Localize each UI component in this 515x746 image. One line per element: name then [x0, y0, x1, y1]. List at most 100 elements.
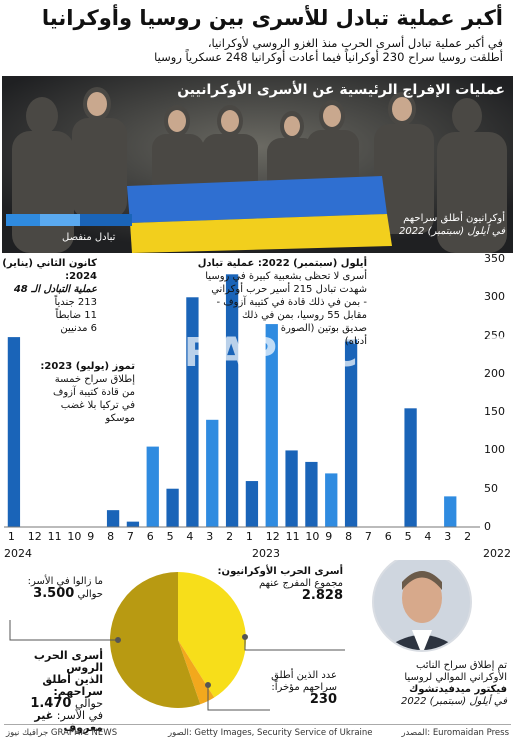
x-tick-label: 1 — [245, 530, 253, 543]
bar — [225, 274, 239, 527]
x-tick-label: 2 — [464, 530, 472, 543]
photo-caption-line-2: في أيلول (سبتمبر) 2022 — [399, 226, 505, 237]
x-tick-label: 6 — [384, 530, 392, 543]
x-tick-label: 11 — [285, 530, 300, 543]
bar — [344, 339, 358, 527]
x-tick-label: 5 — [166, 530, 174, 543]
x-tick-label: 4 — [424, 530, 432, 543]
portrait-line3: فيكتور ميدفيدتشوك — [409, 684, 507, 695]
bar — [444, 496, 457, 527]
footer-source: المصدر: Euromaidan Press — [401, 728, 509, 738]
ukr-title: أسرى الحرب الأوكرانيون: — [217, 566, 343, 577]
leader-dot-ukrainian — [242, 634, 248, 640]
captive-value: 3.500 — [33, 586, 75, 601]
subtitle-line-2: أطلقت روسيا سراح 230 أوكرانياً فيما أعاد… — [154, 50, 503, 64]
x-tick-label: 3 — [206, 530, 214, 543]
annotation-sep-2022: أيلول (سبتمبر) 2022: عملية تبادل أسرى لا… — [177, 257, 367, 348]
bar — [126, 521, 140, 527]
portrait-line1: تم إطلاق سراح النائب — [415, 660, 507, 671]
x-tick-label: 9 — [87, 530, 95, 543]
ann-jan-line4: 11 ضابطاً — [55, 310, 97, 321]
x-tick-label: 8 — [345, 530, 353, 543]
year-label: 2024 — [4, 547, 32, 560]
label-still-captive: ما زالوا في الأسر: حوالي 3.500 — [28, 576, 103, 601]
x-tick-label: 8 — [107, 530, 115, 543]
year-label: 2023 — [252, 547, 280, 560]
bar — [325, 473, 338, 527]
recent-line1: عدد الذين أطلق — [271, 670, 337, 681]
bar — [7, 337, 21, 527]
x-tick-label: 11 — [47, 530, 62, 543]
portrait-line4: في أيلول (سبتمبر) 2022 — [401, 696, 507, 707]
ann-jul-title: تموز (يوليو) 2023: — [40, 361, 135, 372]
label-recently-released: عدد الذين أطلق سراحهم مؤخراً: 230 — [271, 670, 337, 706]
leader-dot-recent — [205, 682, 211, 688]
footer-photos: الصور: Getty Images, Security Service of… — [168, 728, 373, 738]
ann-sep-line3: شهدت تبادل 215 أسير حرب أوكراني — [211, 284, 367, 295]
ann-jul-line3: من قادة كتيبة آزوف — [52, 387, 135, 398]
bar — [186, 297, 199, 527]
bar — [305, 461, 318, 527]
x-tick-label: 2 — [226, 530, 234, 543]
photo-illustration — [2, 76, 513, 253]
x-tick-label: 1 — [7, 530, 15, 543]
bar — [404, 408, 417, 527]
ukr-sub: مجموع المفرج عنهم — [259, 578, 343, 589]
year-label: 2022 — [483, 547, 511, 560]
pie-chart — [9, 560, 472, 711]
bar — [146, 446, 159, 527]
ann-jan-title: كانون الثاني (يناير) 2024: — [2, 258, 97, 282]
rus-captive-label: في الأسر: — [56, 709, 103, 722]
photo-caption-line-1: أوكرانيون أطلق سراحهم — [403, 213, 505, 224]
ann-sep-line4: - بمن في ذلك قادة في كتيبة آزوف - — [216, 297, 367, 308]
x-tick-label: 7 — [126, 530, 134, 543]
ann-jan-subtitle: عملية التبادل الـ 48 — [13, 284, 97, 295]
captive-line1: ما زالوا في الأسر: — [27, 576, 103, 587]
subtitle-line-1: في أكبر عملية تبادل أسرى الحرب منذ الغزو… — [207, 36, 503, 50]
x-tick-label: 9 — [325, 530, 333, 543]
y-tick-label: 350 — [484, 252, 505, 265]
prisoner-photo — [2, 76, 513, 253]
x-tick-label: 12 — [265, 530, 280, 543]
ann-sep-line2: أسرى لا تحظى بشعبية كبيرة في روسيا — [205, 271, 367, 282]
bar — [106, 510, 120, 527]
y-tick-label: 200 — [484, 366, 505, 380]
y-tick-label: 250 — [484, 328, 505, 342]
bar-chart — [4, 274, 480, 528]
bar — [265, 324, 278, 527]
pie-slices — [110, 572, 246, 708]
recent-value: 230 — [309, 692, 337, 707]
watermark: GRAPHIC NEWS — [150, 330, 512, 376]
ann-sep-title: أيلول (سبتمبر) 2022: عملية تبادل — [197, 258, 367, 269]
portrait-line2: الأوكراني الموالي لروسيا — [404, 672, 507, 683]
leader-ukrainian — [244, 637, 345, 651]
x-tick-label: 10 — [67, 530, 82, 543]
ann-jan-line3: 213 جندياً — [54, 297, 97, 308]
bar — [245, 481, 259, 527]
leader-recent — [207, 685, 270, 711]
y-tick-label: 0 — [484, 520, 491, 533]
ann-jul-line2: إطلاق سراح خمسة — [54, 374, 135, 385]
ann-sep-line6: صديق بوتين (الصورة — [280, 323, 367, 334]
rus-line1: أسرى الحرب الروس — [33, 649, 103, 674]
x-tick-label: 5 — [404, 530, 412, 543]
y-tick-label: 300 — [484, 290, 505, 304]
x-tick-label: 3 — [444, 530, 452, 543]
pie-slice — [178, 640, 215, 705]
ukr-value: 2.828 — [301, 588, 343, 603]
portrait-caption: تم إطلاق سراح النائب الأوكراني الموالي ل… — [401, 660, 507, 708]
bar — [285, 450, 298, 527]
page-title: أكبر عملية تبادل للأسرى بين روسيا وأوكرا… — [41, 6, 503, 30]
footer-credit: جرافيك نيوز GRAPHIC NEWS — [6, 728, 118, 738]
recent-line2: سراحهم مؤخراً: — [271, 682, 337, 693]
bar-group — [7, 274, 457, 527]
legend-separate-exchange: تبادل منفصل — [62, 232, 116, 243]
pie-slice — [178, 572, 246, 698]
leader-captive — [9, 620, 118, 641]
y-tick-label: 150 — [484, 405, 505, 419]
bar — [166, 488, 179, 527]
y-tick-label: 50 — [484, 481, 498, 495]
rus-line2: الذين أطلق سراحهم: — [42, 673, 103, 698]
ann-jan-line5: 6 مدنيين — [60, 323, 97, 334]
x-tick-label: 4 — [186, 530, 194, 543]
